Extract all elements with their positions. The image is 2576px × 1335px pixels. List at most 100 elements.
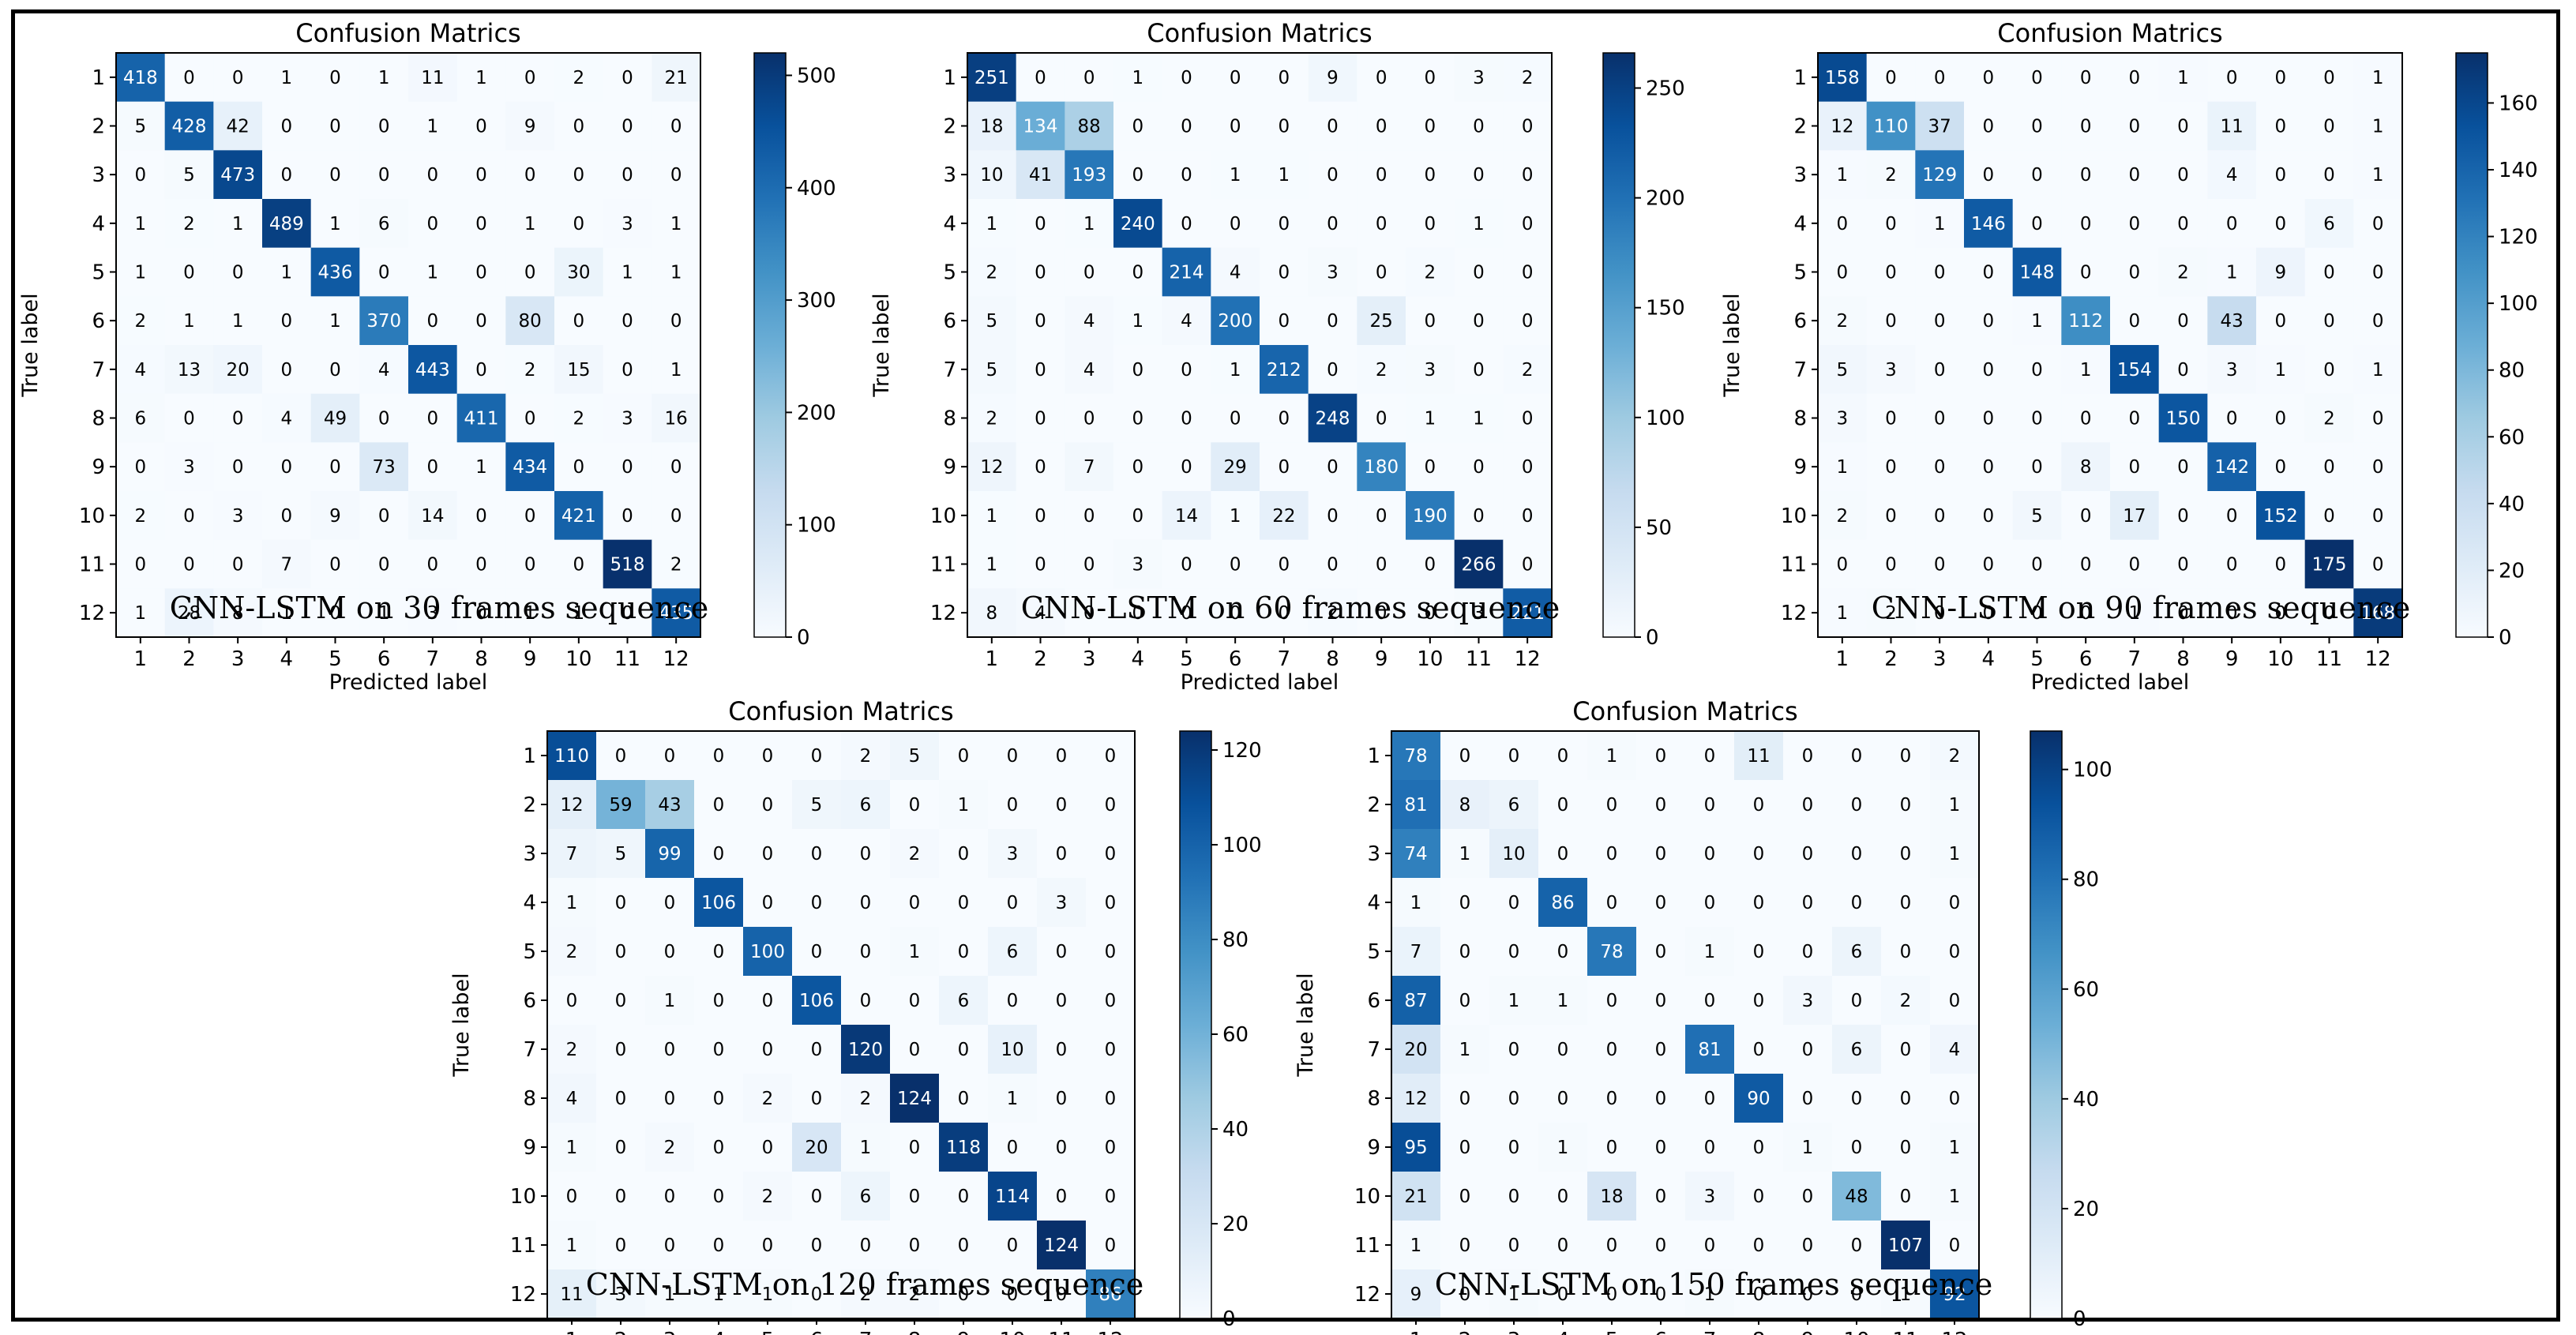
cell-value: 0 (2080, 68, 2092, 88)
cell-value: 0 (329, 603, 341, 624)
matrix-cell (1440, 1172, 1490, 1221)
cell-value: 134 (1023, 117, 1058, 137)
colorbar-tick-label: 150 (1646, 297, 1685, 321)
cell-value: 0 (1753, 893, 1765, 913)
matrix-cell (2207, 539, 2257, 589)
x-tick-label: 6 (2079, 647, 2093, 671)
matrix-cell (1636, 1074, 1686, 1123)
y-tick-label: 4 (523, 891, 536, 915)
x-tick-label: 4 (280, 647, 294, 671)
matrix-cell (1357, 345, 1406, 395)
y-tick-label: 12 (79, 602, 105, 625)
cell-value: 0 (1035, 555, 1046, 576)
cell-value: 518 (610, 555, 645, 576)
matrix-cell (1086, 1221, 1136, 1270)
cell-value: 0 (2080, 409, 2092, 429)
cell-value: 1 (1410, 893, 1422, 913)
cell-value: 4 (281, 409, 293, 429)
matrix-cell (792, 1221, 842, 1270)
matrix-cell (890, 1269, 940, 1319)
matrix-cell (2061, 345, 2111, 395)
x-tick-label: 2 (1884, 647, 1898, 671)
y-tick-label: 11 (1781, 553, 1807, 577)
x-tick-label: 7 (1278, 647, 1291, 671)
matrix-cell (408, 588, 458, 638)
matrix-cell (1065, 150, 1114, 200)
matrix-cell (1440, 976, 1490, 1026)
cell-value: 42 (227, 117, 250, 137)
cell-value: 0 (1327, 214, 1339, 234)
matrix-cell (743, 1025, 793, 1074)
cell-value: 1 (1704, 942, 1716, 962)
y-tick-label: 6 (1367, 989, 1380, 1013)
matrix-cell (1086, 878, 1136, 928)
cell-value: 1 (1837, 603, 1849, 624)
cell-value: 0 (1557, 844, 1569, 864)
matrix-cell (359, 442, 409, 492)
cell-value: 0 (1851, 893, 1863, 913)
cell-value: 0 (1606, 893, 1618, 913)
cell-value: 0 (2031, 117, 2043, 137)
cell-value: 2 (135, 506, 147, 527)
cell-value: 9 (1327, 68, 1339, 88)
cell-value: 0 (2323, 68, 2335, 88)
matrix-cell (1587, 1221, 1637, 1270)
cell-value: 0 (713, 1138, 725, 1158)
cell-value: 0 (2372, 311, 2384, 332)
cell-value: 0 (1753, 1040, 1765, 1060)
cell-value: 0 (1459, 1236, 1471, 1256)
matrix-cell (1162, 53, 1211, 103)
matrix-cell (1866, 101, 1916, 151)
cell-value: 0 (1655, 942, 1667, 962)
cell-value: 0 (2275, 409, 2287, 429)
matrix-cell (939, 976, 989, 1026)
cell-value: 0 (615, 1138, 627, 1158)
matrix-cell (1308, 247, 1357, 297)
matrix-cell (1260, 296, 1309, 346)
cell-value: 0 (615, 893, 627, 913)
cell-value: 1 (1230, 506, 1241, 527)
matrix-cell (1391, 878, 1441, 928)
y-tick-label: 8 (92, 407, 105, 431)
matrix-cell (652, 199, 701, 249)
matrix-cell (694, 1074, 744, 1123)
cell-value: 4 (135, 360, 147, 381)
cell-value: 0 (1473, 117, 1485, 137)
matrix-cell (1832, 878, 1882, 928)
cell-value: 248 (1316, 409, 1350, 429)
matrix-cell (164, 491, 214, 541)
colorbar-tick-label: 100 (1222, 834, 1262, 857)
cell-value: 1 (1837, 457, 1849, 478)
matrix-cell (213, 53, 263, 103)
cell-value: 0 (2323, 165, 2335, 186)
matrix-cell (547, 1123, 597, 1172)
matrix-cell (1357, 296, 1406, 346)
cell-value: 0 (1522, 457, 1534, 478)
cell-value: 0 (1105, 893, 1117, 913)
matrix-cell (2207, 588, 2257, 638)
x-tick-label: 5 (1605, 1329, 1619, 1335)
cell-value: 0 (958, 942, 970, 962)
cell-value: 0 (1327, 311, 1339, 332)
matrix-cell (1308, 53, 1357, 103)
cell-value: 2 (1885, 165, 1897, 186)
matrix-cell (164, 345, 214, 395)
matrix-cell (1211, 296, 1260, 346)
matrix-cell (1915, 539, 1965, 589)
matrix-cell (890, 1025, 940, 1074)
cell-value: 0 (1132, 117, 1144, 137)
matrix-cell (505, 101, 555, 151)
cell-value: 421 (561, 506, 596, 527)
matrix-cell (1818, 345, 1868, 395)
cell-value: 0 (1083, 603, 1095, 624)
colorbar-tick-label: 500 (797, 64, 836, 88)
cell-value: 0 (958, 746, 970, 767)
matrix-cell (694, 1221, 744, 1270)
cell-value: 0 (762, 795, 774, 816)
matrix-cell (1406, 539, 1455, 589)
y-tick-label: 8 (1367, 1087, 1380, 1111)
matrix-cell (645, 1269, 695, 1319)
matrix-cell (1489, 1172, 1539, 1221)
x-tick-label: 2 (1459, 1329, 1472, 1335)
matrix-cell (1832, 1221, 1882, 1270)
